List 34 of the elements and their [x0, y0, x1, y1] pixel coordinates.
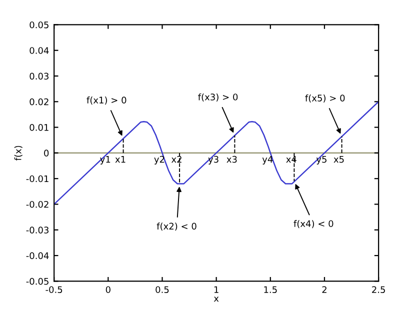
annotation: y5 — [316, 156, 326, 164]
x-tick-label: 1 — [214, 286, 218, 293]
annotation: x3 — [226, 156, 237, 163]
x-tick-label: 1.5 — [264, 286, 277, 294]
x-tick-label: -0.5 — [46, 286, 62, 294]
annotation: f(x4) < 0 — [294, 220, 334, 228]
y-tick-label: 0.01 — [30, 124, 48, 131]
annotation: x1 — [115, 156, 126, 163]
x-axis-title: x — [214, 296, 219, 302]
y-tick-label: -0.04 — [26, 252, 49, 260]
annotation: f(x3) > 0 — [198, 93, 238, 102]
y-tick-label: 0.03 — [30, 72, 48, 80]
y-tick-label: -0.01 — [26, 175, 48, 182]
annotation: y1 — [100, 156, 110, 164]
y-tick-label: -0.05 — [26, 278, 48, 285]
x-tick-label: 0.5 — [156, 286, 169, 294]
annotation: x5 — [334, 156, 344, 163]
annotation: y2 — [154, 156, 164, 164]
annotation: y4 — [262, 156, 273, 164]
annotation: f(x1) > 0 — [86, 96, 126, 105]
y-tick-label: -0.03 — [26, 226, 48, 234]
y-tick-label: 0.05 — [30, 21, 48, 28]
x-tick-label: 0 — [106, 286, 110, 294]
y-tick-label: 0 — [44, 150, 49, 157]
annotation: x4 — [286, 156, 296, 163]
y-tick-label: -0.02 — [26, 200, 48, 208]
x-tick-label: 2 — [322, 286, 326, 293]
annotation: y3 — [208, 156, 218, 164]
y-axis-title: f(x) — [14, 146, 22, 161]
annotation: f(x2) < 0 — [156, 222, 196, 231]
y-tick-label: 0.02 — [30, 98, 48, 106]
annotation: f(x5) > 0 — [305, 94, 345, 103]
y-tick-label: 0.04 — [30, 47, 49, 54]
x-tick-label: 2.5 — [372, 286, 385, 294]
